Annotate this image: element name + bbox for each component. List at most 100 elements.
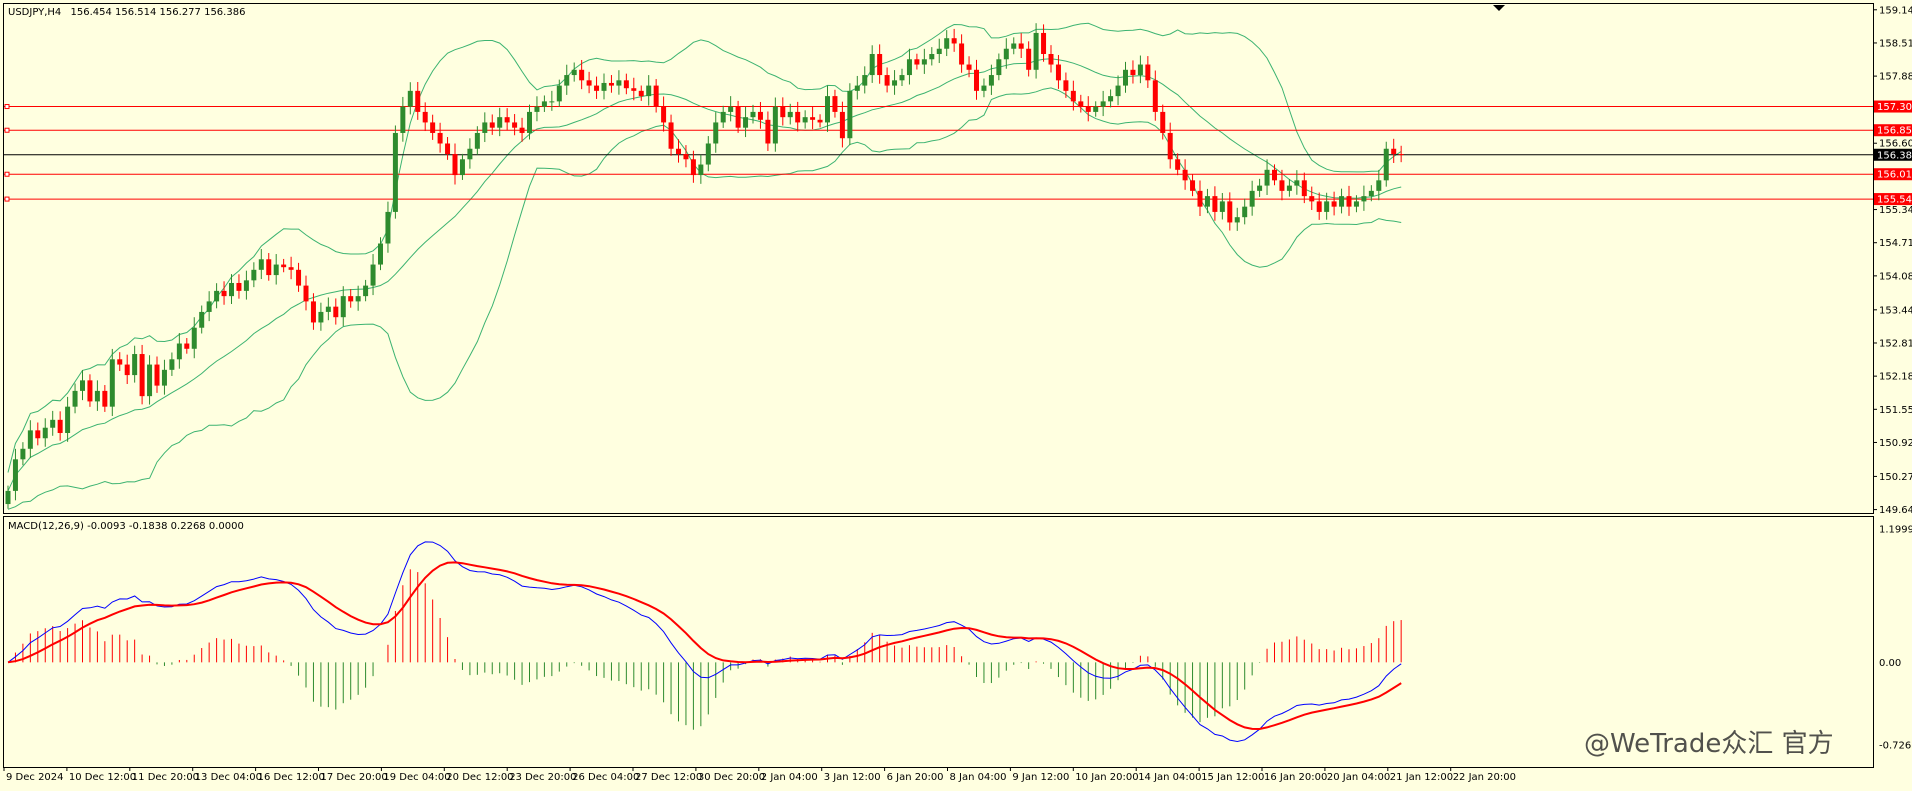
candle-108 (810, 106, 816, 130)
candle-171 (1279, 169, 1285, 201)
candle-152 (1137, 55, 1143, 84)
candle-107 (802, 110, 808, 129)
time-axis-label-5: 17 Dec 20:00 (321, 772, 388, 783)
candle-170 (1272, 164, 1277, 186)
candle-157 (1175, 153, 1181, 176)
candle-162 (1212, 186, 1218, 221)
candle-76 (571, 62, 577, 82)
current-price-line: 156.386 (4, 148, 1912, 161)
candle-68 (512, 114, 518, 136)
candle-137 (1026, 41, 1032, 77)
candle-135 (1011, 37, 1017, 55)
candle-151 (1130, 60, 1136, 84)
candle-64 (482, 112, 488, 143)
candle-147 (1100, 90, 1106, 117)
candle-44 (333, 298, 339, 325)
candle-39 (296, 262, 302, 292)
candle-38 (288, 256, 294, 280)
level-lines: 157.302 156.852 156.016 155.544 (4, 100, 1912, 206)
candle-15 (117, 352, 123, 372)
candle-25 (191, 317, 197, 359)
ohlc-values: 156.454 156.514 156.277 156.386 (70, 7, 245, 18)
macd-line (7, 541, 1402, 743)
level-handle-1[interactable] (4, 127, 10, 133)
price-axis-label-10: 152.180 (1879, 372, 1912, 383)
time-axis-label-13: 3 Jan 12:00 (824, 772, 881, 783)
candle-148 (1108, 89, 1114, 108)
candle-58 (437, 122, 443, 153)
time-axis-label-1: 10 Dec 12:00 (69, 772, 136, 783)
candle-120 (899, 68, 905, 87)
time-axis-label-4: 16 Dec 12:00 (258, 772, 325, 783)
level-tag-0 (1874, 100, 1912, 113)
level-tag-label-3: 155.544 (1877, 195, 1912, 206)
candle-96 (720, 105, 726, 128)
candle-80 (601, 73, 607, 100)
candle-126 (944, 30, 950, 57)
candle-184 (1376, 169, 1382, 201)
price-axis-label-11: 151.550 (1879, 405, 1912, 416)
candle-32 (243, 270, 249, 300)
candle-74 (556, 79, 562, 107)
candle-91 (683, 145, 689, 168)
candle-125 (936, 38, 942, 64)
candle-47 (355, 285, 361, 311)
level-handle-2[interactable] (4, 171, 10, 177)
candle-51 (385, 201, 391, 253)
time-axis-label-6: 19 Dec 04:00 (383, 772, 450, 783)
macd-panel (7, 541, 1402, 743)
candle-34 (258, 249, 264, 280)
candle-67 (504, 108, 510, 131)
candle-52 (392, 125, 398, 219)
candle-14 (109, 348, 115, 417)
candle-136 (1018, 33, 1024, 59)
candle-0 (5, 485, 11, 509)
candle-65 (489, 114, 495, 135)
bollinger-middle (7, 58, 1402, 492)
candle-48 (363, 279, 369, 302)
level-handle-3[interactable] (4, 196, 10, 202)
candle-88 (661, 96, 667, 132)
candle-3 (27, 420, 33, 458)
candle-130 (974, 59, 979, 100)
time-axis-label-7: 20 Dec 12:00 (446, 772, 513, 783)
candle-173 (1294, 170, 1300, 195)
chart-shift-marker[interactable] (1493, 5, 1505, 11)
time-axis-label-23: 22 Jan 20:00 (1453, 772, 1516, 783)
candle-18 (139, 344, 145, 405)
candle-55 (415, 82, 421, 120)
candle-70 (527, 104, 532, 140)
candle-186 (1391, 138, 1397, 163)
candle-110 (825, 85, 830, 132)
candle-133 (996, 53, 1002, 81)
level-handle-0[interactable] (4, 104, 10, 110)
candle-50 (378, 237, 383, 271)
candle-113 (847, 83, 853, 146)
candle-45 (340, 286, 346, 327)
candle-114 (854, 75, 860, 100)
price-axis-label-12: 150.920 (1879, 438, 1912, 449)
candle-165 (1234, 207, 1240, 231)
candle-118 (884, 67, 890, 93)
candle-177 (1324, 192, 1330, 220)
candle-90 (676, 139, 681, 163)
candle-164 (1227, 192, 1233, 231)
price-axis-label-13: 150.275 (1879, 472, 1912, 483)
candle-141 (1055, 55, 1061, 89)
candle-41 (310, 293, 316, 330)
candle-87 (653, 79, 659, 113)
candle-134 (1003, 38, 1009, 69)
candle-111 (832, 89, 838, 118)
candle-124 (929, 47, 935, 66)
candle-103 (772, 97, 778, 152)
candle-112 (839, 101, 845, 148)
candle-43 (325, 297, 331, 321)
candle-60 (452, 143, 458, 185)
candle-153 (1145, 56, 1151, 88)
candle-115 (862, 66, 868, 94)
time-axis-label-2: 11 Dec 20:00 (132, 772, 199, 783)
candle-16 (124, 354, 130, 384)
candle-143 (1070, 80, 1076, 111)
